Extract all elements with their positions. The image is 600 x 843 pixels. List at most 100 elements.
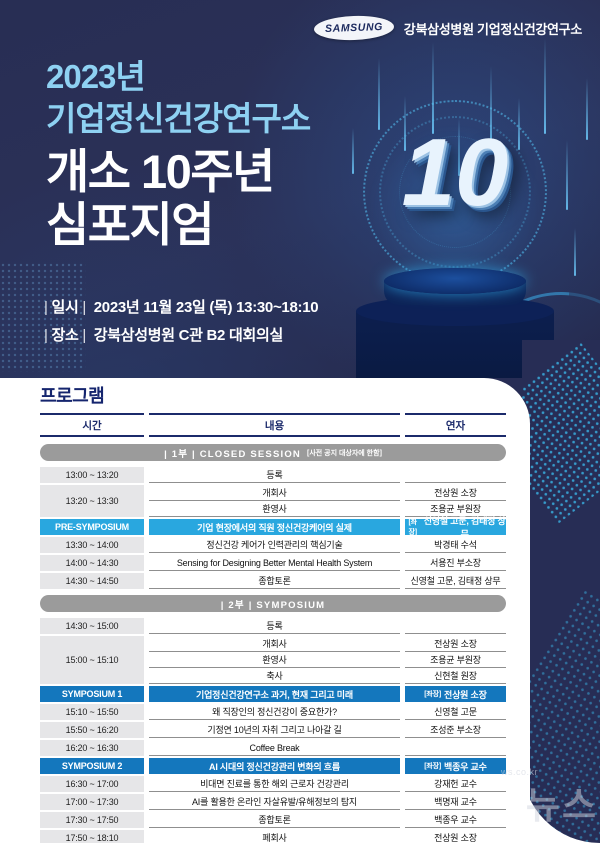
column-header-content: 내용 (149, 413, 400, 437)
content-cell: 환영사 (149, 652, 400, 668)
session-pill: | 2부 | SYMPOSIUM (40, 595, 506, 612)
program-rows: 14:30 ~ 15:00 등록 15:00 ~ 15:10 개회사 전상원 소장 환영사… (40, 618, 506, 843)
time-cell: 17:50 ~ 18:10 (40, 830, 144, 843)
event-info: | 일시 | 2023년 11월 23일 (목) 13:30~18:10 | 장… (44, 294, 319, 350)
speaker-cell: 백명재 교수 (405, 794, 506, 810)
session-title-cell: AI 시대의 정신건강관리 변화의 흐름 (149, 758, 400, 774)
program-rows: 13:00 ~ 13:20 등록 13:20 ~ 13:30 개회사 전상원 소장 환영사… (40, 467, 506, 589)
table-header: 시간 내용 연자 (40, 413, 506, 437)
session-chair-cell: [좌장] 전상원 소장 (405, 686, 506, 702)
time-cell: 16:30 ~ 17:00 (40, 776, 144, 792)
side-strip (522, 340, 600, 843)
program-row: 17:00 ~ 17:30 AI를 활용한 온라인 자살유발/유해정보의 탐지 백명… (40, 794, 506, 810)
title-anniversary: 개소 10주년 (46, 145, 275, 198)
light-streak (544, 38, 546, 134)
program-row: 13:20 ~ 13:30 개회사 전상원 소장 환영사 조용균 부원장 (40, 485, 506, 517)
content-cell: 등록 (149, 467, 400, 483)
program-row: SYMPOSIUM 2 AI 시대의 정신건강관리 변화의 흐름 [좌장] 백종우 교… (40, 758, 506, 774)
session-label-cell: PRE-SYMPOSIUM (40, 519, 144, 535)
pipe-glyph: | (44, 326, 48, 344)
hologram-sphere (363, 100, 547, 284)
speaker-cell: 강재헌 교수 (405, 776, 506, 792)
speaker-cell: 신현철 원장 (405, 668, 506, 684)
content-cell: 비대면 진료를 통한 해외 근로자 건강관리 (149, 776, 400, 792)
program-heading: 프로그램 (40, 386, 105, 406)
speaker-cell: 서용진 부소장 (405, 555, 506, 571)
time-cell: 13:30 ~ 14:00 (40, 537, 144, 553)
time-cell: 13:20 ~ 13:30 (40, 485, 144, 517)
content-cell: 등록 (149, 618, 400, 634)
content-cell: 종합토론 (149, 573, 400, 589)
light-streak (432, 42, 434, 134)
dots-pattern (0, 262, 86, 372)
venue-value: 강북삼성병원 C관 B2 대회의실 (93, 326, 284, 344)
column-header-speaker: 연자 (405, 413, 506, 437)
session-pill-label: | 2부 | SYMPOSIUM (220, 599, 326, 611)
event-date-line: | 일시 | 2023년 11월 23일 (목) 13:30~18:10 (44, 294, 319, 322)
time-cell: 14:00 ~ 14:30 (40, 555, 144, 571)
time-cell: 15:00 ~ 15:10 (40, 636, 144, 684)
content-cell: 종합토론 (149, 812, 400, 828)
poster-subtitle: 2023년 기업정신건강연구소 (46, 56, 311, 140)
program-row: 14:00 ~ 14:30 Sensing for Designing Bette… (40, 555, 506, 571)
chair-name: 신영철 고문, 김태정 상무 (423, 516, 506, 539)
content-cell: 환영사 (149, 501, 400, 517)
session-chair-cell: [좌장] 백종우 교수 (405, 758, 506, 774)
content-cell: 왜 직장인의 정신건강이 중요한가? (149, 704, 400, 720)
subtitle-year: 2023년 (46, 58, 146, 95)
session-title-cell: 기업정신건강연구소 과거, 현재 그리고 미래 (149, 686, 400, 702)
program-row: 17:30 ~ 17:50 종합토론 백종우 교수 (40, 812, 506, 828)
date-label: 일시 (51, 299, 79, 316)
content-cell: Coffee Break (149, 740, 400, 756)
podium-top (384, 268, 526, 294)
time-cell: 15:50 ~ 16:20 (40, 722, 144, 738)
program-row: 14:30 ~ 15:00 등록 (40, 618, 506, 634)
light-streak (518, 98, 520, 150)
speaker-cell: 신영철 고문, 김태정 상무 (405, 573, 506, 589)
program-row: 16:30 ~ 17:00 비대면 진료를 통한 해외 근로자 건강관리 강재헌 교… (40, 776, 506, 792)
samsung-logo: SAMSUNG (313, 14, 395, 42)
session-chair-cell: [좌장] 신영철 고문, 김태정 상무 (405, 516, 506, 539)
dots-pattern (522, 341, 600, 525)
content-cell: 축사 (149, 668, 400, 684)
speaker-cell: 백종우 교수 (405, 812, 506, 828)
pipe-glyph: | (82, 326, 86, 344)
speaker-cell: 신영철 고문 (405, 704, 506, 720)
time-cell: 17:00 ~ 17:30 (40, 794, 144, 810)
content-cell: 개회사 (149, 485, 400, 501)
session-pill-label: | 1부 | CLOSED SESSION (164, 448, 301, 460)
watermark-text: 뉴스 (525, 785, 598, 826)
session-label-cell: SYMPOSIUM 1 (40, 686, 144, 702)
organization-name: 강북삼성병원 기업정신건강연구소 (403, 21, 583, 37)
program-row: 13:30 ~ 14:00 정신건강 케어가 인력관리의 핵심기술 박경태 수석 (40, 537, 506, 553)
speaker-cell: 조용균 부원장 (405, 652, 506, 668)
column-header-time: 시간 (40, 413, 144, 437)
speaker-cell: 박경태 수석 (405, 537, 506, 553)
pipe-glyph: | (82, 299, 86, 316)
speaker-cell: 전상원 소장 (405, 636, 506, 652)
time-cell: 14:30 ~ 15:00 (40, 618, 144, 634)
program-row: 15:10 ~ 15:50 왜 직장인의 정신건강이 중요한가? 신영철 고문 (40, 704, 506, 720)
program-section: 프로그램 시간 내용 연자 | 1부 | CLOSED SESSION [사전 공… (40, 382, 506, 843)
time-cell: 15:10 ~ 15:50 (40, 704, 144, 720)
content-cell: 개회사 (149, 636, 400, 652)
program-row: 14:30 ~ 14:50 종합토론 신영철 고문, 김태정 상무 (40, 573, 506, 589)
poster-title: 개소 10주년 심포지엄 (46, 145, 275, 251)
chair-name: 전상원 소장 (444, 689, 487, 700)
program-row: 17:50 ~ 18:10 폐회사 전상원 소장 (40, 830, 506, 843)
chair-prefix: [좌장] (408, 519, 418, 536)
time-cell: 16:20 ~ 16:30 (40, 740, 144, 756)
title-symposium: 심포지엄 (46, 197, 214, 251)
program-row: 15:50 ~ 16:20 기정연 10년의 자취 그리고 나아갈 길 조성준 부소… (40, 722, 506, 738)
light-streak (574, 228, 576, 276)
samsung-logo-text: SAMSUNG (324, 20, 383, 36)
light-streak (586, 78, 588, 140)
chair-prefix: [좌장] (424, 763, 442, 770)
chair-name: 백종우 교수 (444, 761, 487, 772)
brand-bar: SAMSUNG 강북삼성병원 기업정신건강연구소 (313, 14, 583, 42)
time-cell: 17:30 ~ 17:50 (40, 812, 144, 828)
program-row: 16:20 ~ 16:30 Coffee Break (40, 740, 506, 756)
content-cell: AI를 활용한 온라인 자살유발/유해정보의 탐지 (149, 794, 400, 810)
